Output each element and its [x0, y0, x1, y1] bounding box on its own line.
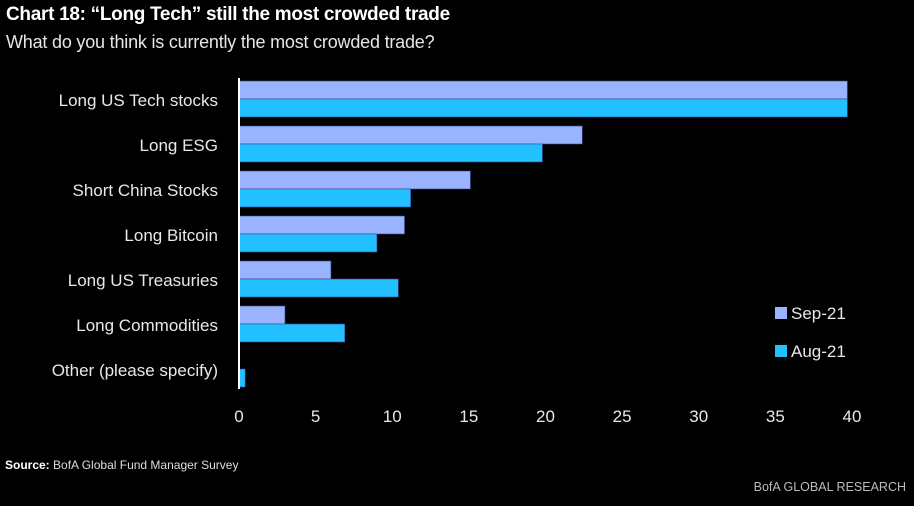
source-note: Source: BofA Global Fund Manager Survey	[5, 458, 238, 472]
legend-label: Sep-21	[791, 304, 846, 323]
x-tick-label: 10	[383, 407, 402, 426]
category-label: Long Bitcoin	[124, 226, 218, 245]
bar-aug-21	[238, 233, 378, 253]
x-tick-label: 0	[234, 407, 243, 426]
x-tick-label: 5	[311, 407, 320, 426]
brand-footer: BofA GLOBAL RESEARCH	[753, 480, 906, 494]
bar-sep-21	[238, 170, 471, 190]
bar-sep-21	[238, 125, 583, 145]
bar-aug-21	[238, 323, 346, 343]
legend-label: Aug-21	[791, 342, 846, 361]
category-label: Other (please specify)	[52, 361, 218, 380]
x-tick-label: 25	[613, 407, 632, 426]
legend-swatch	[775, 345, 787, 357]
x-tick-label: 30	[689, 407, 708, 426]
x-tick-label: 15	[459, 407, 478, 426]
legend-swatch	[775, 307, 787, 319]
category-label: Long Commodities	[76, 316, 218, 335]
bar-aug-21	[238, 143, 543, 163]
bar-sep-21	[238, 260, 332, 280]
bar-aug-21	[238, 98, 848, 118]
bar-aug-21	[238, 278, 399, 298]
bar-aug-21	[238, 188, 411, 208]
chart-title: Chart 18: “Long Tech” still the most cro…	[6, 4, 450, 25]
source-label: Source:	[5, 458, 50, 472]
bar-sep-21	[238, 305, 286, 325]
category-label: Short China Stocks	[72, 181, 218, 200]
x-tick-label: 35	[766, 407, 785, 426]
category-label: Long US Tech stocks	[59, 91, 218, 110]
chart-subtitle: What do you think is currently the most …	[6, 32, 435, 52]
bar-sep-21	[238, 215, 405, 235]
category-label: Long ESG	[140, 136, 218, 155]
x-tick-label: 20	[536, 407, 555, 426]
category-label: Long US Treasuries	[68, 271, 218, 290]
bar-sep-21	[238, 80, 848, 100]
source-text: BofA Global Fund Manager Survey	[53, 458, 239, 472]
x-tick-label: 40	[843, 407, 862, 426]
